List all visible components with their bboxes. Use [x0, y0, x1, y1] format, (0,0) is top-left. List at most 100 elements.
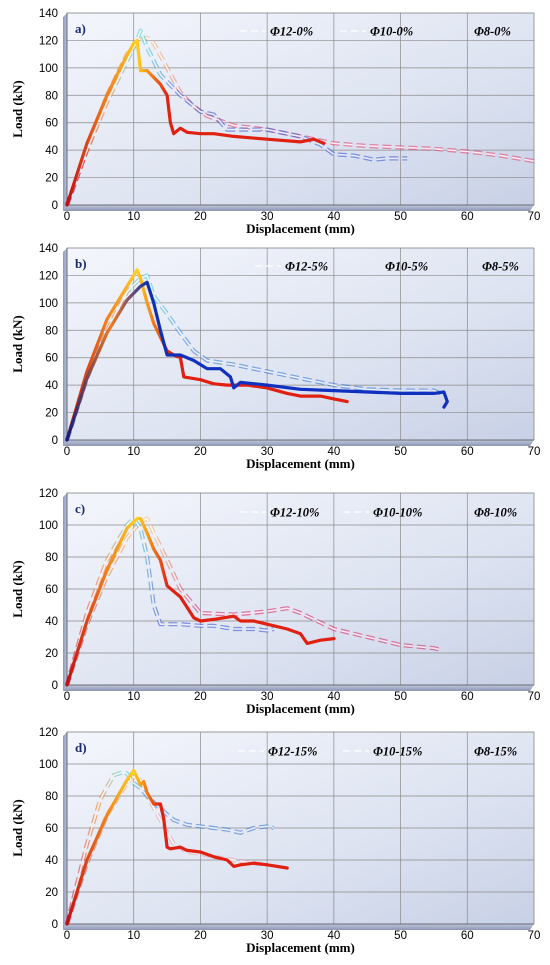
x-tick-label: 60	[461, 211, 474, 223]
series-line-3	[65, 768, 289, 926]
plot-frame-left	[63, 493, 67, 691]
y-tick-label: 120	[39, 727, 58, 739]
legend-label: Φ12-15%	[268, 745, 317, 759]
x-tick-label: 10	[127, 930, 140, 942]
series-line-2-core	[66, 29, 408, 206]
x-tick-label: 40	[327, 691, 340, 703]
y-axis-title: Load (kN)	[10, 799, 25, 856]
panel-label: a)	[75, 21, 86, 36]
legend-label: Φ10-15%	[373, 745, 422, 759]
plot-frame-left	[63, 248, 67, 446]
x-tick-label: 30	[261, 446, 274, 458]
y-tick-label: 0	[52, 680, 58, 692]
x-tick-label: 20	[194, 691, 207, 703]
plot-area	[66, 247, 535, 441]
y-tick-label: 40	[45, 380, 58, 392]
y-tick-label: 100	[39, 298, 58, 310]
chart-panel-3: 0 10 20 30 40 50 60 70 0 20 40 60 80 100 120 Displaceme…	[10, 488, 540, 716]
y-tick-label: 20	[45, 648, 58, 660]
y-tick-label: 20	[45, 887, 58, 899]
plot-frame-floor	[63, 205, 534, 211]
series-line-1-core	[66, 775, 268, 925]
x-tick-label: 40	[327, 446, 340, 458]
y-tick-label: 120	[39, 35, 58, 47]
y-tick-label: 100	[39, 759, 58, 771]
series-line-1-core	[66, 517, 441, 686]
series-line-3	[65, 38, 326, 207]
y-tick-label: 140	[39, 8, 58, 20]
x-tick-label: 30	[261, 691, 274, 703]
x-axis-title: Displacement (mm)	[246, 456, 355, 471]
x-tick-label: 20	[194, 211, 207, 223]
series-line-2	[65, 268, 349, 442]
legend-label: Φ10-0%	[370, 25, 413, 39]
legend-label: Φ8-5%	[482, 260, 519, 274]
y-tick-label: 80	[45, 325, 58, 337]
x-tick-label: 60	[461, 446, 474, 458]
panel-label: c)	[75, 501, 85, 516]
legend-label: Φ8-15%	[474, 745, 517, 759]
plot-frame-floor	[63, 440, 534, 446]
y-tick-label: 60	[45, 118, 58, 130]
y-axis-title: Load (kN)	[10, 80, 25, 137]
y-tick-label: 140	[39, 243, 58, 255]
panel-label: b)	[75, 256, 87, 271]
y-tick-label: 20	[45, 173, 58, 185]
series-line-2-core	[66, 517, 274, 686]
y-tick-label: 80	[45, 552, 58, 564]
y-tick-label: 40	[45, 616, 58, 628]
x-axis-title: Displacement (mm)	[246, 701, 355, 716]
x-tick-label: 20	[194, 446, 207, 458]
y-tick-label: 120	[39, 270, 58, 282]
x-tick-label: 50	[394, 211, 407, 223]
x-tick-label: 30	[261, 930, 274, 942]
y-tick-label: 120	[39, 488, 58, 500]
y-axis-title: Load (kN)	[10, 315, 25, 372]
legend-label: Φ8-0%	[474, 25, 511, 39]
legend-label: Φ12-0%	[270, 25, 313, 39]
y-tick-label: 100	[39, 520, 58, 532]
series-line-1-core	[66, 274, 441, 441]
series-line-1-core	[66, 36, 535, 206]
chart-panel-4: 0 10 20 30 40 50 60 70 0 20 40 60 80 100 120 Displaceme…	[10, 727, 540, 955]
plot-frame-floor	[63, 924, 534, 930]
x-tick-label: 0	[64, 211, 70, 223]
plot-frame-floor	[63, 685, 534, 691]
y-tick-label: 0	[52, 200, 58, 212]
x-tick-label: 50	[394, 930, 407, 942]
x-axis-title: Displacement (mm)	[246, 940, 355, 955]
y-tick-label: 0	[52, 919, 58, 931]
legend-label: Φ12-5%	[285, 260, 328, 274]
x-axis-title: Displacement (mm)	[246, 221, 355, 236]
y-tick-label: 60	[45, 584, 58, 596]
x-tick-label: 0	[64, 446, 70, 458]
x-tick-label: 20	[194, 930, 207, 942]
y-tick-label: 80	[45, 90, 58, 102]
x-tick-label: 10	[127, 691, 140, 703]
panel-label: d)	[75, 740, 87, 755]
x-tick-label: 30	[261, 211, 274, 223]
y-tick-label: 60	[45, 823, 58, 835]
y-tick-label: 0	[52, 435, 58, 447]
y-tick-label: 40	[45, 855, 58, 867]
chart-panel-2: 0 10 20 30 40 50 60 70 0 20 40 60 80 100 120 140 Displac…	[10, 243, 540, 471]
series-line-3	[65, 280, 449, 442]
x-tick-label: 70	[528, 691, 541, 703]
chart-panel-1: 0 10 20 30 40 50 60 70 0 20 40 60 80 100 120 140 Displac…	[10, 8, 540, 236]
plot-frame-left	[63, 732, 67, 930]
series-line-2-core	[66, 771, 274, 925]
y-tick-label: 100	[39, 63, 58, 75]
x-tick-label: 0	[64, 691, 70, 703]
x-tick-label: 70	[528, 930, 541, 942]
legend-label: Φ10-10%	[373, 506, 422, 520]
legend-label: Φ10-5%	[385, 260, 428, 274]
y-axis-title: Load (kN)	[10, 560, 25, 617]
x-tick-label: 70	[528, 211, 541, 223]
legend-label: Φ12-10%	[270, 506, 319, 520]
x-tick-label: 40	[327, 930, 340, 942]
legend-label: Φ8-10%	[474, 506, 517, 520]
y-tick-label: 40	[45, 145, 58, 157]
y-tick-label: 80	[45, 791, 58, 803]
